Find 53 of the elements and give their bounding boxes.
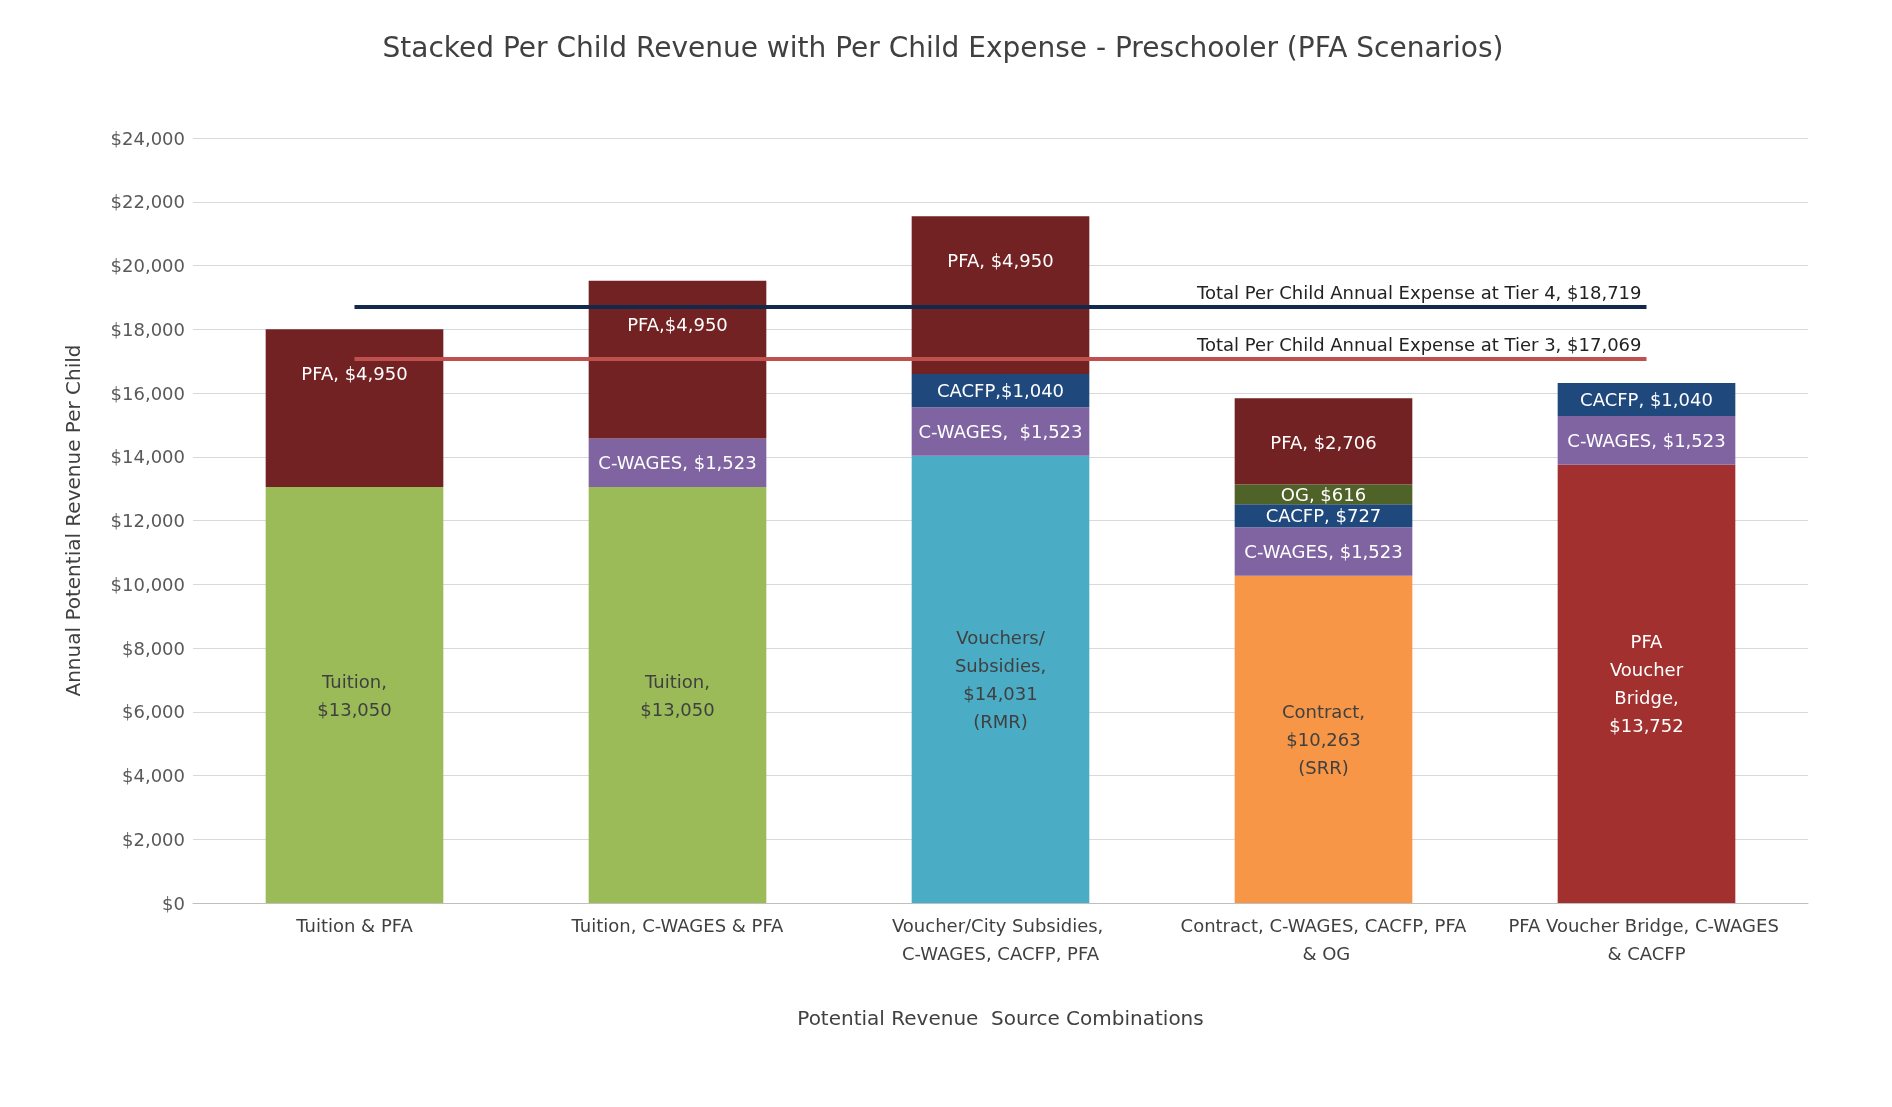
x-tick-label: Tuition, C-WAGES & PFA: [570, 914, 785, 936]
bar: [265, 487, 444, 903]
x-tick-label: Tuition & PFA: [295, 914, 414, 936]
y-tick-label: $4,000: [122, 765, 185, 786]
data-label: CACFP, $727: [1265, 505, 1382, 527]
bar: [588, 280, 767, 439]
data-label: Tuition, $13,050: [640, 670, 715, 720]
y-tick-label: $0: [162, 892, 185, 914]
data-label: CACFP,$1,040: [936, 380, 1065, 402]
bar: [588, 438, 767, 488]
y-tick-label: $18,000: [110, 318, 185, 340]
bar: [1234, 575, 1413, 903]
data-label: PFA Voucher Bridge, $13,752: [1609, 631, 1684, 737]
bar: [1557, 464, 1736, 903]
x-tick-label: PFA Voucher Bridge, C-WAGES & CACFP: [1508, 914, 1785, 964]
y-tick-label: $2,000: [122, 828, 185, 850]
bar: [911, 216, 1090, 375]
chart-title: Stacked Per Child Revenue with Per Child Expense - Preschooler (PFA Scenarios): [382, 30, 1504, 64]
data-label: Contract, $10,263 (SRR): [1281, 700, 1366, 778]
ref-line-label: Total Per Child Annual Expense at Tier 3, $17,069: [1196, 334, 1642, 356]
bar: [1234, 527, 1413, 576]
bar: [588, 487, 767, 903]
y-tick-label: $10,000: [110, 573, 185, 595]
data-label: PFA, $4,950: [301, 362, 408, 384]
data-label: C-WAGES, $1,523: [1244, 541, 1403, 563]
y-tick-label: $12,000: [110, 510, 185, 531]
data-label: OG, $616: [1280, 483, 1367, 505]
y-tick-label: $6,000: [122, 701, 185, 723]
x-axis-title: Potential Revenue Source Combinations: [797, 1006, 1204, 1030]
x-tick-label: Contract, C-WAGES, CACFP, PFA & OG: [1180, 914, 1468, 964]
y-tick-label: $20,000: [110, 255, 185, 276]
y-tick-label: $8,000: [122, 637, 185, 659]
bar: [265, 329, 444, 488]
data-label: PFA, $2,706: [1270, 431, 1377, 453]
y-axis-title: Annual Potential Revenue Per Child: [61, 344, 85, 697]
x-tick-label: Voucher/City Subsidies, C-WAGES, CACFP, PFA: [891, 914, 1110, 964]
y-tick-label: $22,000: [110, 191, 185, 213]
bar: [911, 455, 1090, 903]
data-label: Vouchers/ Subsidies, $14,031 (RMR): [954, 626, 1047, 732]
y-tick-label: $16,000: [110, 382, 185, 404]
ref-line-label: Total Per Child Annual Expense at Tier 4, $18,719: [1196, 281, 1642, 303]
bar: [1234, 398, 1413, 485]
y-tick-label: $24,000: [110, 127, 185, 149]
data-label: C-WAGES, $1,523: [918, 420, 1083, 442]
data-label: Tuition, $13,050: [317, 670, 392, 720]
data-label: PFA, $4,950: [947, 249, 1054, 271]
data-label: PFA,$4,950: [627, 314, 728, 336]
bar: [1557, 416, 1736, 465]
data-label: C-WAGES, $1,523: [598, 452, 757, 474]
bar: [911, 407, 1090, 456]
data-label: C-WAGES, $1,523: [1567, 429, 1726, 451]
data-label: CACFP, $1,040: [1580, 389, 1713, 411]
y-tick-label: $14,000: [110, 446, 185, 468]
